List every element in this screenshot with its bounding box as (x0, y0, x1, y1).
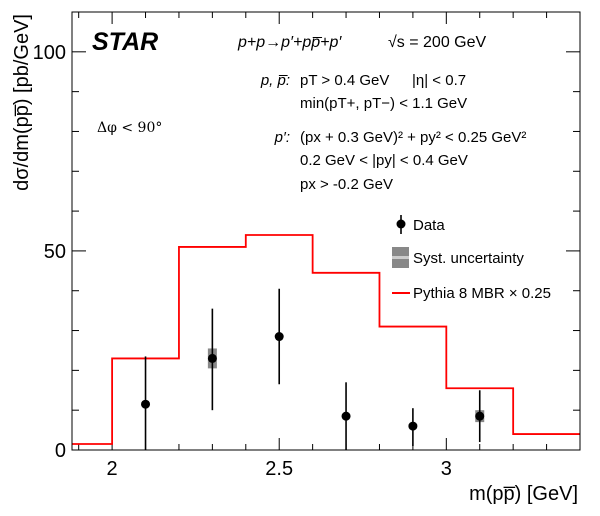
data-point (274, 332, 284, 342)
legend-syst-label: Syst. uncertainty (413, 250, 524, 267)
data-points (141, 288, 485, 450)
y-tick-label: 100 (33, 42, 66, 64)
data-point (207, 353, 217, 363)
axis-ticks (72, 11, 581, 451)
fwd-cut-py: 0.2 GeV < |py| < 0.4 GeV (300, 152, 468, 169)
x-tick-label: 2 (107, 458, 118, 480)
x-tick-label: 2.5 (265, 458, 293, 480)
process-label: p+p→p′+pp̅+p′ (237, 34, 342, 51)
legend-data-marker (396, 219, 406, 229)
dphi-label: Δφ < 90° (97, 120, 162, 136)
data-point (408, 421, 418, 431)
legend: Data Syst. uncertainty Pythia 8 MBR × 0.… (392, 215, 551, 302)
energy-label: √s = 200 GeV (388, 34, 487, 51)
y-tick-labels: 0 50 100 (33, 42, 66, 462)
x-tick-label: 3 (441, 458, 452, 480)
x-axis-title: m(pp̅) [GeV] (469, 483, 578, 505)
fwd-cuts-label: p′: (274, 129, 290, 146)
y-tick-label: 0 (55, 440, 66, 462)
legend-model-label: Pythia 8 MBR × 0.25 (413, 285, 551, 302)
data-point (141, 399, 151, 409)
pp-cut-pt: pT > 0.4 GeV (300, 72, 389, 89)
experiment-label: STAR (92, 28, 158, 56)
y-tick-label: 50 (44, 241, 66, 263)
pp-cut-minpt: min(pT+, pT−) < 1.1 GeV (300, 95, 467, 112)
legend-data-label: Data (413, 217, 445, 234)
data-point (475, 411, 485, 421)
pp-cuts-label: p, p̅: (260, 72, 290, 89)
x-tick-labels: 2 2.5 3 (107, 458, 452, 480)
pp-cut-eta: |η| < 0.7 (412, 72, 466, 89)
plot-frame (71, 11, 581, 451)
data-point (341, 411, 351, 421)
legend-syst-swatch-center (392, 256, 409, 259)
fwd-cut-px: px > -0.2 GeV (300, 176, 393, 193)
fwd-cut-ellipse: (px + 0.3 GeV)² + py² < 0.25 GeV² (300, 129, 526, 146)
y-axis-title: dσ/dm(pp̅) [pb/GeV] (11, 14, 33, 191)
